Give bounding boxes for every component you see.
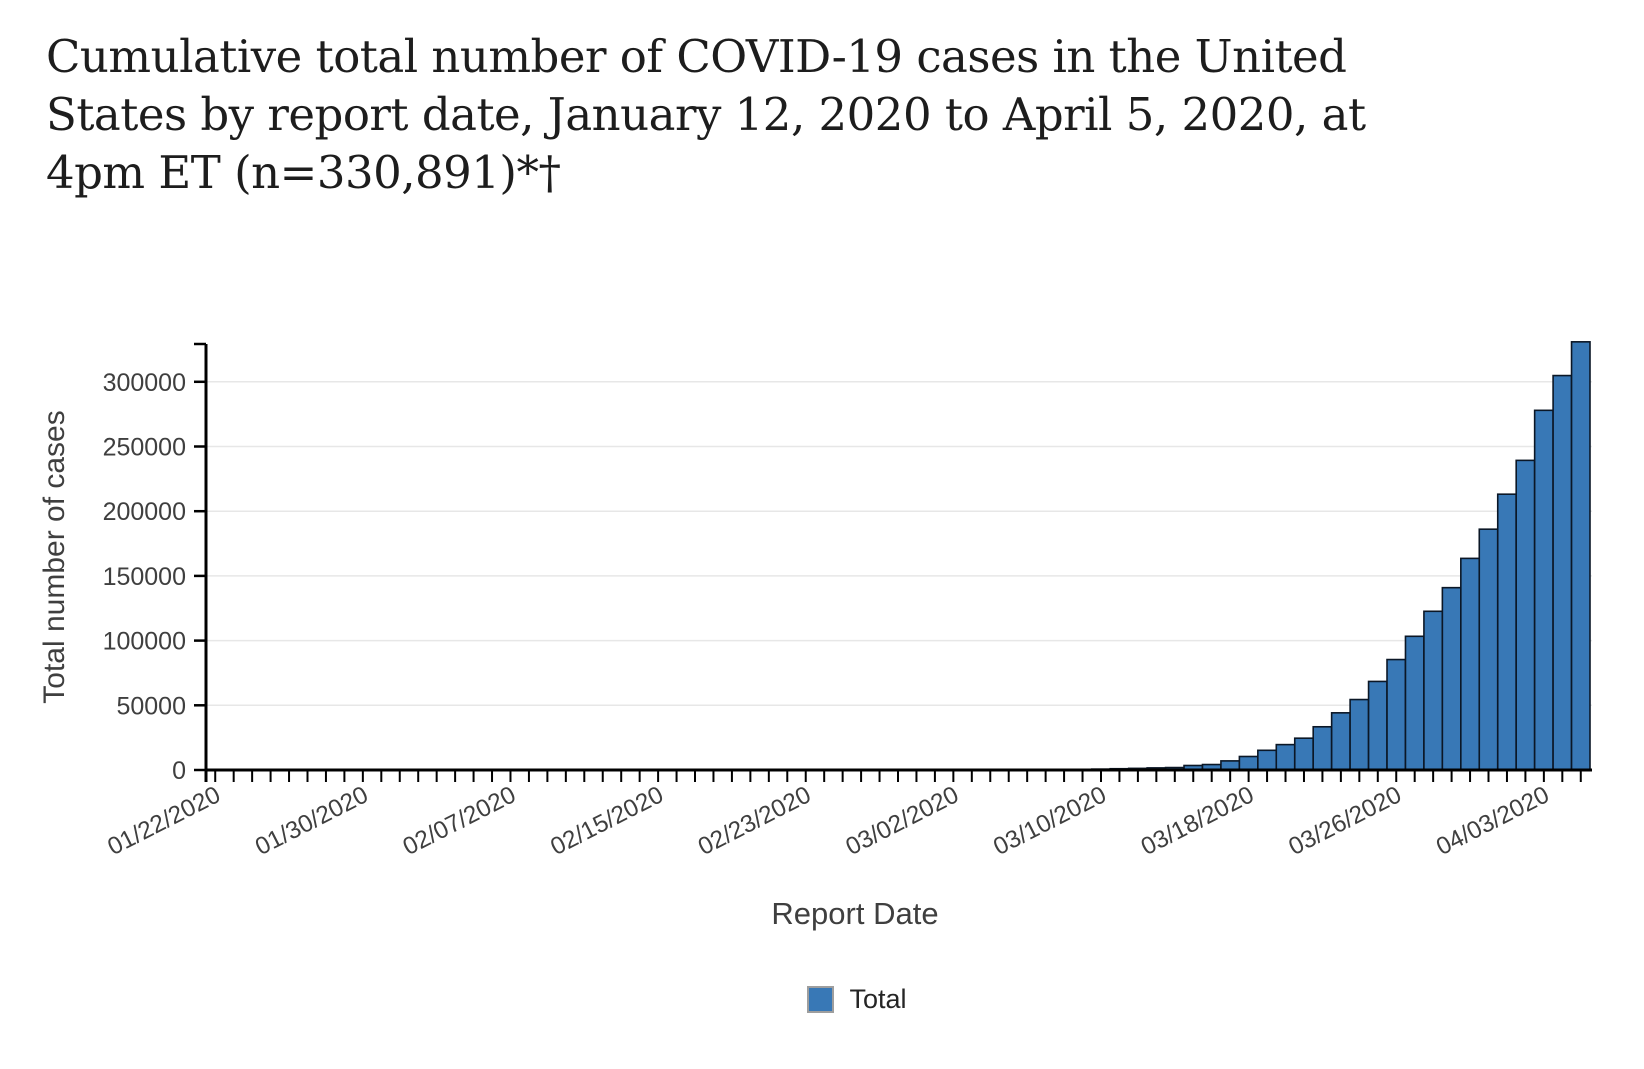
- bar-03/22/2020: [1312, 725, 1333, 771]
- x-tick-label: 03/26/2020: [1284, 781, 1406, 861]
- bar-03/20/2020: [1275, 743, 1296, 771]
- bar-03/19/2020: [1257, 749, 1278, 771]
- bar-03/31/2020: [1478, 528, 1499, 771]
- y-tick-label: 200000: [103, 498, 186, 526]
- x-tick-label: 02/23/2020: [694, 781, 816, 861]
- x-tick-label: 03/18/2020: [1137, 781, 1259, 861]
- x-tick-label: 01/30/2020: [251, 781, 373, 861]
- legend-swatch-total: [807, 986, 835, 1013]
- chart-title-line-2: States by report date, January 12, 2020 …: [46, 88, 1366, 141]
- bar-04/01/2020: [1496, 493, 1517, 771]
- bar-04/04/2020: [1552, 374, 1573, 771]
- bar-03/30/2020: [1460, 557, 1481, 771]
- bar-03/29/2020: [1441, 586, 1462, 771]
- y-axis-title: Total number of cases: [38, 410, 71, 703]
- x-tick-label: 02/07/2020: [399, 781, 521, 861]
- y-tick-label: 50000: [116, 692, 186, 720]
- bar-03/18/2020: [1238, 755, 1259, 771]
- x-tick-label: 04/03/2020: [1432, 781, 1554, 861]
- y-tick-label: 150000: [103, 563, 186, 591]
- legend: Total: [0, 984, 1644, 1015]
- bar-03/24/2020: [1349, 698, 1370, 771]
- y-tick-label: 100000: [103, 628, 186, 656]
- x-tick-label: 03/02/2020: [842, 781, 964, 861]
- chart-title-line-1: Cumulative total number of COVID-19 case…: [46, 30, 1347, 83]
- bar-03/25/2020: [1367, 680, 1388, 771]
- x-tick-label: 03/10/2020: [989, 781, 1111, 861]
- chart-title: Cumulative total number of COVID-19 case…: [46, 28, 1566, 202]
- plot-area: 0 50000 100000 150000 200000 250000 300000 01/2…: [103, 341, 1592, 861]
- x-tick-label: 01/22/2020: [103, 781, 225, 861]
- y-tick-label: 0: [172, 757, 186, 785]
- bar-04/05/2020: [1570, 341, 1591, 771]
- bar-03/27/2020: [1404, 635, 1425, 771]
- bar-03/23/2020: [1330, 712, 1351, 771]
- bar-03/28/2020: [1423, 610, 1444, 771]
- y-tick-label: 250000: [103, 434, 186, 462]
- bar-03/26/2020: [1386, 658, 1407, 771]
- bar-03/21/2020: [1293, 737, 1315, 771]
- cumulative-cases-bar-chart: 0 50000 100000 150000 200000 250000 300000 01/2…: [38, 341, 1592, 861]
- bar-04/02/2020: [1515, 459, 1536, 771]
- chart-title-line-3: 4pm ET (n=330,891)*†: [46, 146, 561, 199]
- legend-label-total: Total: [849, 984, 907, 1014]
- y-tick-label: 300000: [103, 369, 186, 397]
- bar-04/03/2020: [1533, 409, 1554, 771]
- x-tick-label: 02/15/2020: [546, 781, 668, 861]
- x-axis-title: Report Date: [771, 896, 939, 931]
